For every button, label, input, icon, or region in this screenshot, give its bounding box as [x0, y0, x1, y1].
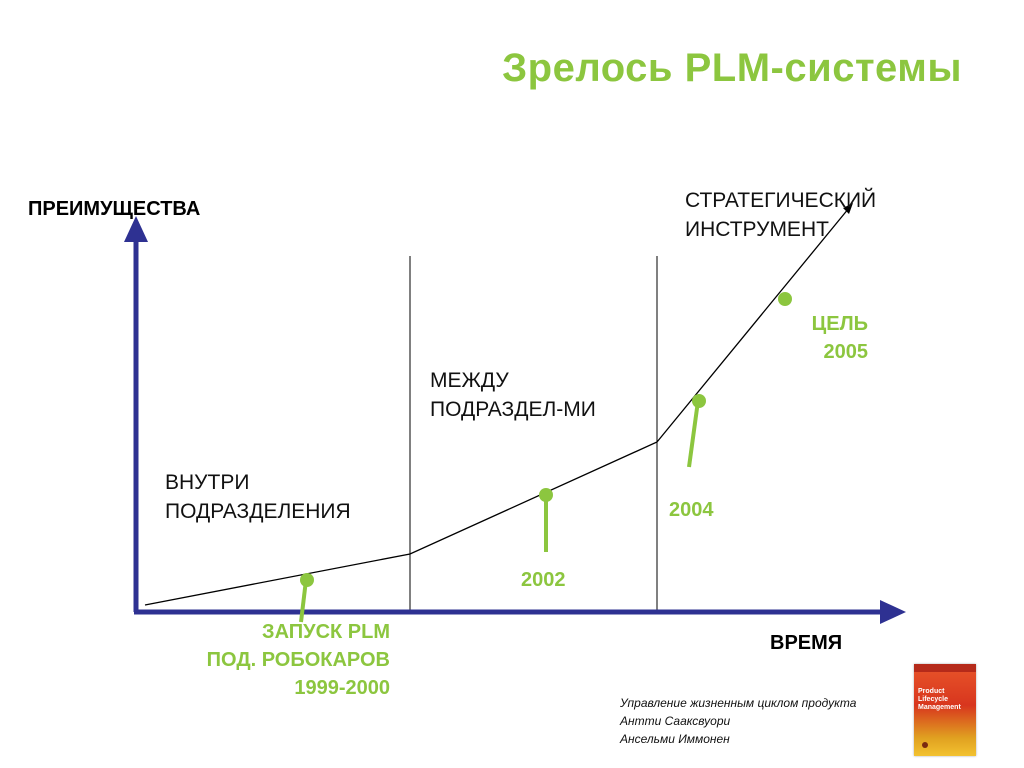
zone-label-line: ИНСТРУМЕНТ	[685, 218, 829, 241]
x-axis-arrowhead	[880, 600, 906, 624]
zone-label-line: ВНУТРИ	[165, 471, 250, 494]
zone-label-line: МЕЖДУ	[430, 369, 509, 392]
milestone-label-line: ЗАПУСК PLM	[262, 621, 390, 643]
milestone-label-2002: 2002	[521, 569, 566, 591]
milestone-marker-launch	[299, 573, 314, 623]
book-cover-image: Product Lifecycle Management	[914, 664, 976, 756]
zone-label-within-department: ВНУТРИ ПОДРАЗДЕЛЕНИЯ	[165, 468, 351, 526]
zone-label-line: ПОДРАЗДЕЛЕНИЯ	[165, 500, 351, 523]
zone-label-line: ПОДРАЗДЕЛ-МИ	[430, 398, 596, 421]
milestone-label-2004: 2004	[669, 499, 714, 521]
curve-arrowhead	[843, 203, 853, 214]
y-axis-label: ПРЕИМУЩЕСТВА	[28, 198, 201, 220]
publisher-logo-icon	[922, 742, 928, 748]
book-author-1: Антти Сааксвуори	[620, 714, 731, 728]
zone-label-line: СТРАТЕГИЧЕСКИЙ	[685, 189, 877, 212]
slide-title: Зрелось PLM-системы	[502, 46, 962, 90]
book-author-2: Ансельми Иммонен	[620, 732, 730, 746]
milestone-label-line: 2005	[823, 341, 869, 363]
book-cover-title: Product Lifecycle Management	[918, 688, 961, 711]
zone-label-between-departments: МЕЖДУ ПОДРАЗДЕЛ-МИ	[430, 366, 596, 424]
milestone-marker-2002	[539, 488, 553, 552]
milestone-marker-2004	[687, 394, 706, 468]
x-axis-label: ВРЕМЯ	[770, 632, 843, 654]
book-title-text: Управление жизненным циклом продукта	[620, 696, 857, 710]
zone-label-strategic-tool: СТРАТЕГИЧЕСКИЙ ИНСТРУМЕНТ	[685, 186, 876, 244]
milestone-marker-goal	[778, 292, 792, 306]
y-axis-arrowhead	[124, 216, 148, 242]
maturity-curve	[144, 207, 850, 606]
milestone-label-line: ПОД. РОБОКАРОВ	[206, 649, 390, 671]
milestone-label-line: 1999-2000	[294, 677, 390, 699]
milestone-label-launch: ЗАПУСК PLM ПОД. РОБОКАРОВ 1999-2000	[207, 618, 390, 702]
milestone-label-line: ЦЕЛЬ	[811, 313, 868, 335]
book-cover-strip	[914, 664, 976, 672]
milestone-label-goal: ЦЕЛЬ 2005	[812, 310, 868, 366]
book-credits: Управление жизненным циклом продукта Ант…	[620, 694, 856, 748]
